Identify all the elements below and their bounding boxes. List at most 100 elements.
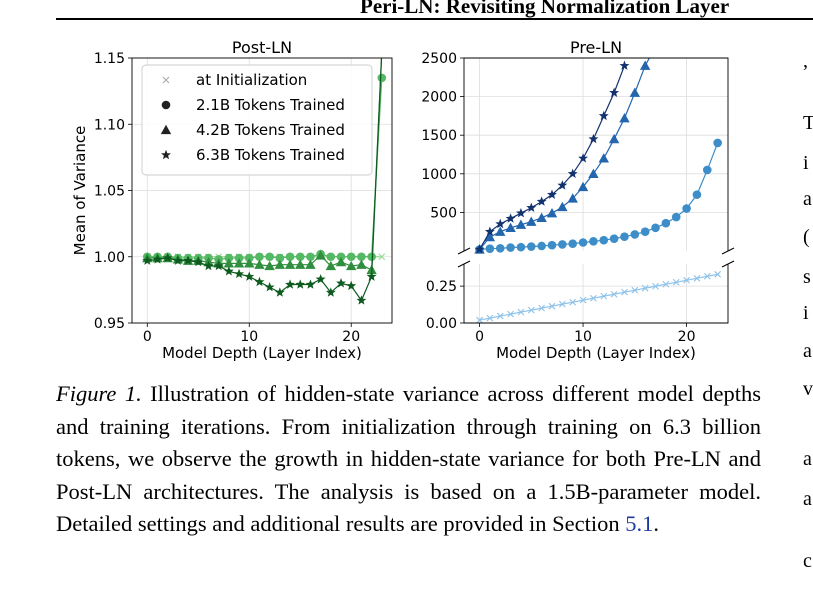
data-point-stroke <box>579 296 587 304</box>
data-point-stroke <box>507 310 514 318</box>
data-point <box>378 253 386 261</box>
data-point <box>641 284 649 292</box>
data-point <box>495 226 506 236</box>
data-point-stroke <box>693 274 701 282</box>
data-point <box>569 298 577 306</box>
data-point <box>621 288 628 296</box>
legend-marker-stroke <box>162 76 170 84</box>
data-point <box>515 219 527 229</box>
y-tick-label: 0.25 <box>426 279 457 295</box>
data-point <box>577 181 589 192</box>
data-point <box>652 282 659 290</box>
data-point <box>264 260 275 271</box>
data-point <box>295 259 306 269</box>
data-point <box>661 218 671 228</box>
fragment: , <box>803 50 808 72</box>
y-tick-label: 0.00 <box>426 316 457 332</box>
data-point <box>203 260 214 271</box>
data-point <box>366 271 377 281</box>
data-point <box>619 60 630 70</box>
data-point <box>640 227 650 236</box>
data-point <box>558 300 566 308</box>
data-point <box>547 240 557 250</box>
right-column-fragment: , T i a ( s i a v a a c <box>797 30 813 605</box>
data-point <box>476 316 483 323</box>
data-point <box>234 253 244 263</box>
data-point <box>346 252 356 262</box>
data-point <box>274 287 285 297</box>
data-point <box>224 253 234 263</box>
data-point <box>336 278 346 288</box>
data-point-stroke <box>683 276 690 284</box>
data-point <box>162 252 173 263</box>
data-point <box>336 252 346 262</box>
series-circle <box>475 138 722 254</box>
data-point <box>608 133 620 144</box>
caption-label: Figure 1. <box>56 381 142 406</box>
data-point <box>536 212 547 222</box>
data-point <box>568 239 578 248</box>
data-point <box>295 279 306 289</box>
data-point-stroke <box>527 306 535 314</box>
data-point <box>357 252 366 262</box>
fragment: s <box>803 266 811 288</box>
data-point <box>598 153 609 163</box>
figure: 0 10 20 0.95 1.00 1.05 1.10 1.15 Post-LN Model De… <box>56 30 756 370</box>
data-point <box>682 204 691 213</box>
y-tick-label: 1500 <box>421 128 457 144</box>
data-point <box>234 268 244 279</box>
data-point <box>578 153 588 163</box>
data-point <box>152 254 163 264</box>
data-point <box>486 314 494 322</box>
data-point <box>600 292 608 300</box>
data-point <box>193 256 204 267</box>
data-point <box>254 259 265 269</box>
fragment: T <box>803 112 813 134</box>
legend-marker <box>161 149 171 160</box>
data-point <box>714 270 722 278</box>
data-point <box>629 87 641 97</box>
axis-break-mark <box>457 260 471 268</box>
plot-frame-upper <box>463 57 729 251</box>
data-point <box>142 255 153 265</box>
data-point <box>567 168 578 179</box>
data-point <box>713 138 722 148</box>
x-tick-label: 20 <box>342 329 360 345</box>
data-point <box>662 280 670 288</box>
data-point-stroke <box>652 282 659 290</box>
data-point <box>516 242 526 252</box>
y-tick-label: 1.05 <box>94 184 125 200</box>
data-point <box>223 258 235 268</box>
data-point <box>526 242 536 251</box>
data-point <box>485 244 495 253</box>
figure-caption: Figure 1. Illustration of hidden-state v… <box>56 378 761 541</box>
data-point-stroke <box>538 304 546 312</box>
data-point <box>590 294 597 302</box>
fragment: a <box>803 488 812 510</box>
section-link[interactable]: 5.1 <box>625 511 654 537</box>
legend-entry: 2.1B Tokens Trained <box>196 96 345 114</box>
data-point <box>650 41 660 50</box>
fragment: v <box>803 378 813 400</box>
data-point <box>223 266 234 276</box>
series-line <box>479 273 718 321</box>
y-tick-label: 1.10 <box>94 117 125 133</box>
data-point-stroke <box>517 308 525 316</box>
y-tick-label: 1000 <box>421 167 457 183</box>
legend-entry: 6.3B Tokens Trained <box>196 146 345 164</box>
data-point <box>557 201 568 212</box>
x-tick-label: 0 <box>143 329 152 345</box>
data-point <box>537 241 546 251</box>
axis-break-mark <box>721 247 735 255</box>
series-triangle <box>474 41 660 254</box>
data-point <box>285 252 295 262</box>
y-tick-label: 1.15 <box>94 51 125 67</box>
data-point-stroke <box>600 292 608 300</box>
data-point-stroke <box>610 290 618 298</box>
data-point <box>295 252 305 262</box>
data-point <box>265 252 274 262</box>
running-header: Peri-LN: Revisiting Normalization Layer <box>360 0 730 18</box>
data-point <box>567 193 578 203</box>
data-point <box>526 202 537 212</box>
y-tick-label: 2000 <box>421 90 457 106</box>
